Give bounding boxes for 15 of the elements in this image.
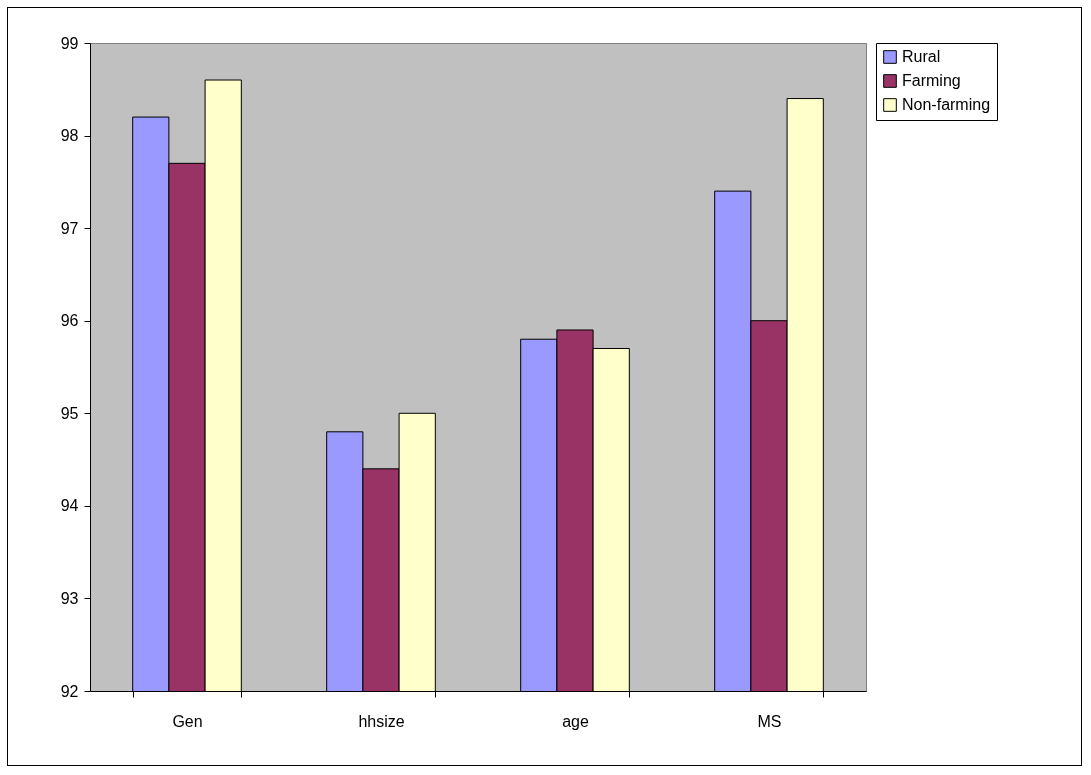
legend-label: Rural <box>902 48 941 65</box>
y-tick-label: 92 <box>60 682 79 700</box>
y-tick-label: 94 <box>60 497 79 515</box>
x-tick-label: age <box>562 712 589 730</box>
x-tick-label: MS <box>757 712 782 730</box>
y-tick-label: 96 <box>60 312 79 330</box>
y-tick-label: 95 <box>60 404 79 422</box>
y-tick-label: 97 <box>60 219 79 237</box>
x-tick-label: Gen <box>172 712 203 730</box>
legend-label: Farming <box>902 72 961 89</box>
legend-label: Non-farming <box>902 96 991 113</box>
y-tick-label: 93 <box>60 589 79 607</box>
y-tick-label: 98 <box>60 127 79 145</box>
y-tick-label: 99 <box>60 34 79 52</box>
x-tick-label: hhsize <box>358 712 405 730</box>
